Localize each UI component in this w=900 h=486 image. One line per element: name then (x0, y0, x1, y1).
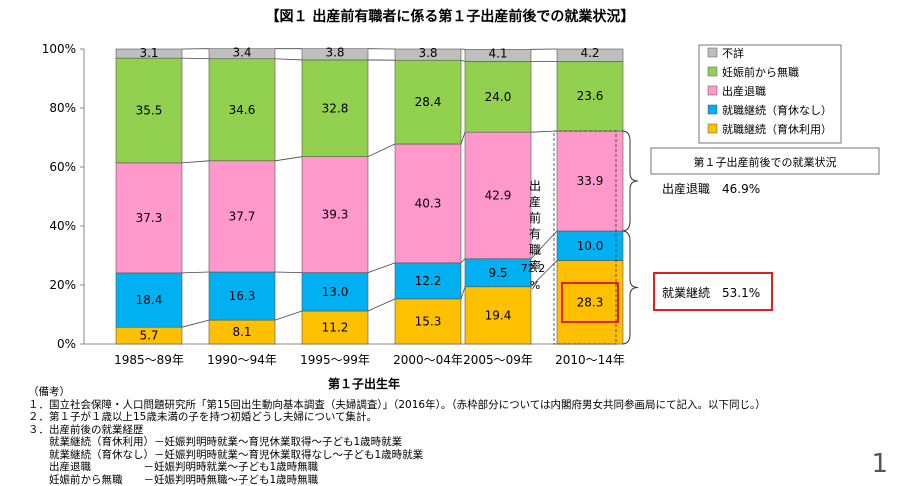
data-label: 18.4 (136, 293, 163, 307)
y-tick-label: 0% (57, 337, 76, 351)
data-label: 3.1 (139, 46, 158, 60)
retire-label: 出産退職 46.9% (662, 181, 760, 196)
page-number: 1 (871, 449, 888, 479)
series-connector (368, 144, 395, 157)
series-connector (182, 161, 209, 163)
data-label: 24.0 (485, 90, 512, 104)
employment-rate-value: 72.2 (521, 262, 546, 275)
note-line: ２．第１子が１歳以上15歳未満の子を持つ初婚どうし夫婦について集計。 (28, 411, 766, 424)
data-label: 32.8 (322, 101, 349, 115)
employment-rate-char: 出 (529, 179, 541, 193)
note-line: １．国立社会保障・人口問題研究所「第15回出生動向基本調査（夫婦調査）」（201… (28, 399, 766, 412)
series-connector (275, 272, 302, 273)
chart-title: 【図１ 出産前有職者に係る第１子出産前後での就業状況】 (266, 8, 635, 25)
notes: （備考） １．国立社会保障・人口問題研究所「第15回出生動向基本調査（夫婦調査）… (28, 386, 766, 486)
data-label: 9.5 (488, 266, 507, 280)
series-connector (275, 59, 302, 60)
legend-label: 就職継続（育休利用） (722, 122, 832, 136)
series-connector (461, 287, 465, 299)
series-connector (182, 320, 209, 327)
note-line: 妊娠前から無職 －妊娠判明時無職～子ども1歳時無職 (28, 474, 766, 486)
data-label: 3.4 (232, 46, 251, 60)
data-label: 13.0 (322, 285, 349, 299)
status-title: 第１子出産前後での就業状況 (694, 155, 837, 169)
data-label: 8.1 (232, 325, 251, 339)
notes-header: （備考） (28, 386, 766, 399)
series-connector (182, 272, 209, 273)
x-tick-label: 1990～94年 (207, 353, 277, 367)
x-tick-label: 2005～09年 (463, 353, 533, 367)
series-connector (461, 60, 465, 61)
data-label: 19.4 (485, 308, 512, 322)
series-connector (275, 157, 302, 161)
employment-rate-unit: % (530, 279, 540, 292)
legend-label: 就職継続（育休なし） (722, 103, 832, 117)
legend-swatch (708, 48, 717, 57)
data-label: 3.8 (325, 46, 344, 60)
data-label: 40.3 (415, 196, 442, 210)
y-tick-label: 60% (49, 160, 76, 174)
continue-brace (622, 231, 638, 344)
legend-label: 出産退職 (722, 84, 766, 98)
legend-swatch (708, 124, 717, 133)
data-label: 3.8 (418, 46, 437, 60)
data-label: 4.2 (580, 46, 599, 60)
y-tick-label: 40% (49, 219, 76, 233)
legend-label: 妊娠前から無職 (722, 65, 799, 79)
note-line: 就業継続（育休なし）－妊娠判明時就業～育児休業取得なし～子ども1歳時就業 (28, 449, 766, 462)
data-label: 15.3 (415, 314, 442, 328)
series-connector (461, 259, 465, 263)
data-label: 39.3 (322, 208, 349, 222)
y-tick-label: 80% (49, 101, 76, 115)
retire-brace (622, 131, 638, 231)
series-connector (275, 311, 302, 320)
employment-rate-char: 産 (529, 194, 541, 209)
series-connector (182, 58, 209, 59)
data-label: 35.5 (136, 104, 163, 118)
legend-swatch (708, 105, 717, 114)
data-label: 28.4 (415, 95, 442, 109)
legend-label: 不詳 (722, 46, 744, 60)
continue-label: 就業継続 53.1% (662, 285, 760, 300)
series-connector (368, 263, 395, 273)
data-label: 12.2 (415, 274, 442, 288)
data-label: 37.3 (136, 211, 163, 225)
data-label: 11.2 (322, 320, 349, 334)
employment-rate-char: 前 (529, 210, 541, 225)
note-line: ３．出産前後の就業経歴 (28, 424, 766, 437)
employment-rate-char: 職 (529, 243, 541, 257)
x-tick-label: 1985～89年 (114, 353, 184, 367)
data-label: 16.3 (229, 289, 256, 303)
data-label: 37.7 (229, 209, 256, 223)
note-line: 出産退職 －妊娠判明時就業～子ども1歳時無職 (28, 461, 766, 474)
data-label: 4.1 (488, 46, 507, 60)
data-label: 28.3 (577, 295, 604, 309)
x-tick-label: 1995～99年 (300, 353, 370, 367)
data-label: 33.9 (577, 174, 604, 188)
data-label: 42.9 (485, 188, 512, 202)
x-tick-label: 2010～14年 (555, 353, 625, 367)
legend-swatch (708, 67, 717, 76)
series-connector (531, 131, 557, 132)
series-connector (461, 132, 465, 144)
y-tick-label: 100% (42, 42, 76, 56)
x-tick-label: 2000～04年 (393, 353, 463, 367)
employment-rate-char: 有 (529, 227, 541, 241)
data-label: 23.6 (577, 89, 604, 103)
data-label: 34.6 (229, 103, 256, 117)
bars: 5.7 18.4 37.3 35.5 3.1 8.1 16.3 37.7 34.6 3.4 11.2… (116, 46, 623, 344)
note-line: 就業継続（育休利用）－妊娠判明時就業～育児休業取得～子ども1歳時就業 (28, 436, 766, 449)
y-tick-label: 20% (49, 278, 76, 292)
legend-swatch (708, 86, 717, 95)
data-label: 5.7 (139, 329, 158, 343)
data-label: 10.0 (577, 239, 604, 253)
series-connector (368, 299, 395, 311)
